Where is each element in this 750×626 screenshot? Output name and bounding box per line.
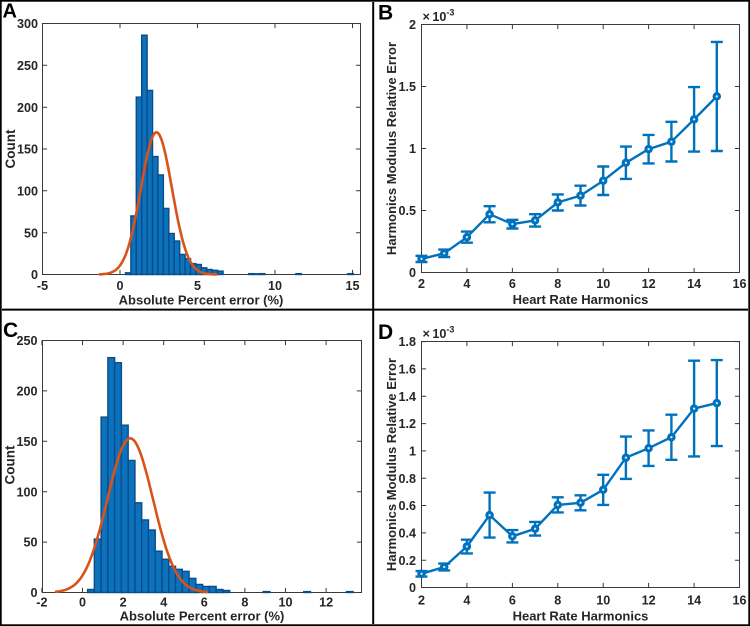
svg-text:4: 4	[463, 593, 470, 607]
svg-text:C: C	[3, 319, 18, 342]
svg-text:4: 4	[463, 277, 470, 291]
svg-text:8: 8	[554, 593, 561, 607]
svg-text:5: 5	[194, 279, 201, 293]
svg-text:Count: Count	[3, 129, 18, 168]
svg-text:Absolute Percent error (%): Absolute Percent error (%)	[120, 609, 285, 624]
svg-text:0.8: 0.8	[398, 472, 416, 486]
svg-text:0.2: 0.2	[398, 554, 416, 568]
svg-text:10: 10	[268, 279, 282, 293]
svg-text:0.5: 0.5	[398, 204, 416, 218]
svg-text:200: 200	[16, 385, 37, 399]
svg-text:12: 12	[642, 277, 656, 291]
svg-text:10: 10	[278, 595, 292, 609]
svg-text:2: 2	[418, 277, 425, 291]
svg-text:15: 15	[345, 279, 359, 293]
svg-text:1.2: 1.2	[398, 417, 416, 431]
svg-text:16: 16	[732, 277, 746, 291]
svg-text:2: 2	[409, 18, 416, 32]
svg-text:50: 50	[24, 226, 38, 240]
svg-text:A: A	[3, 0, 17, 22]
svg-text:0: 0	[79, 595, 86, 609]
svg-text:D: D	[378, 321, 393, 344]
svg-text:10: 10	[596, 277, 610, 291]
svg-text:Harmonics Modulus Relative Err: Harmonics Modulus Relative Error	[384, 42, 399, 255]
svg-text:0: 0	[30, 586, 37, 600]
svg-text:2: 2	[120, 595, 127, 609]
svg-text:250: 250	[16, 334, 37, 348]
svg-text:Count: Count	[3, 445, 18, 484]
svg-text:Absolute Percent error (%): Absolute Percent error (%)	[119, 293, 284, 308]
svg-text:50: 50	[23, 536, 37, 550]
svg-text:-5: -5	[37, 279, 48, 293]
svg-text:16: 16	[732, 593, 746, 607]
svg-text:12: 12	[319, 595, 333, 609]
svg-text:100: 100	[16, 485, 37, 499]
svg-text:14: 14	[687, 593, 701, 607]
svg-text:0: 0	[409, 266, 416, 280]
svg-text:10: 10	[596, 593, 610, 607]
svg-text:1.6: 1.6	[398, 363, 416, 377]
svg-text:1.4: 1.4	[398, 390, 416, 404]
svg-text:12: 12	[642, 593, 656, 607]
svg-text:-2: -2	[36, 595, 47, 609]
svg-text:0.6: 0.6	[398, 499, 416, 513]
svg-text:1: 1	[409, 142, 416, 156]
svg-text:Heart Rate Harmonics: Heart Rate Harmonics	[513, 292, 649, 307]
svg-text:Heart Rate Harmonics: Heart Rate Harmonics	[513, 609, 649, 624]
svg-text:250: 250	[17, 59, 38, 73]
svg-text:1: 1	[409, 445, 416, 459]
svg-text:0.4: 0.4	[398, 527, 416, 541]
svg-text:1.5: 1.5	[398, 80, 416, 94]
svg-text:4: 4	[160, 595, 167, 609]
svg-text:150: 150	[16, 435, 37, 449]
svg-text:300: 300	[17, 17, 38, 31]
svg-text:2: 2	[418, 593, 425, 607]
svg-text:6: 6	[201, 595, 208, 609]
svg-text:0: 0	[409, 581, 416, 595]
svg-text:0: 0	[116, 279, 123, 293]
svg-text:6: 6	[509, 593, 516, 607]
svg-text:Harmonics Modulus Relative Err: Harmonics Modulus Relative Error	[384, 358, 399, 571]
svg-text:B: B	[378, 1, 393, 24]
svg-text:150: 150	[17, 143, 38, 157]
svg-text:1.8: 1.8	[398, 335, 416, 349]
svg-text:8: 8	[241, 595, 248, 609]
svg-text:200: 200	[17, 101, 38, 115]
svg-text:100: 100	[17, 184, 38, 198]
svg-text:6: 6	[509, 277, 516, 291]
svg-text:0: 0	[31, 268, 38, 282]
svg-text:14: 14	[687, 277, 701, 291]
svg-text:8: 8	[554, 277, 561, 291]
